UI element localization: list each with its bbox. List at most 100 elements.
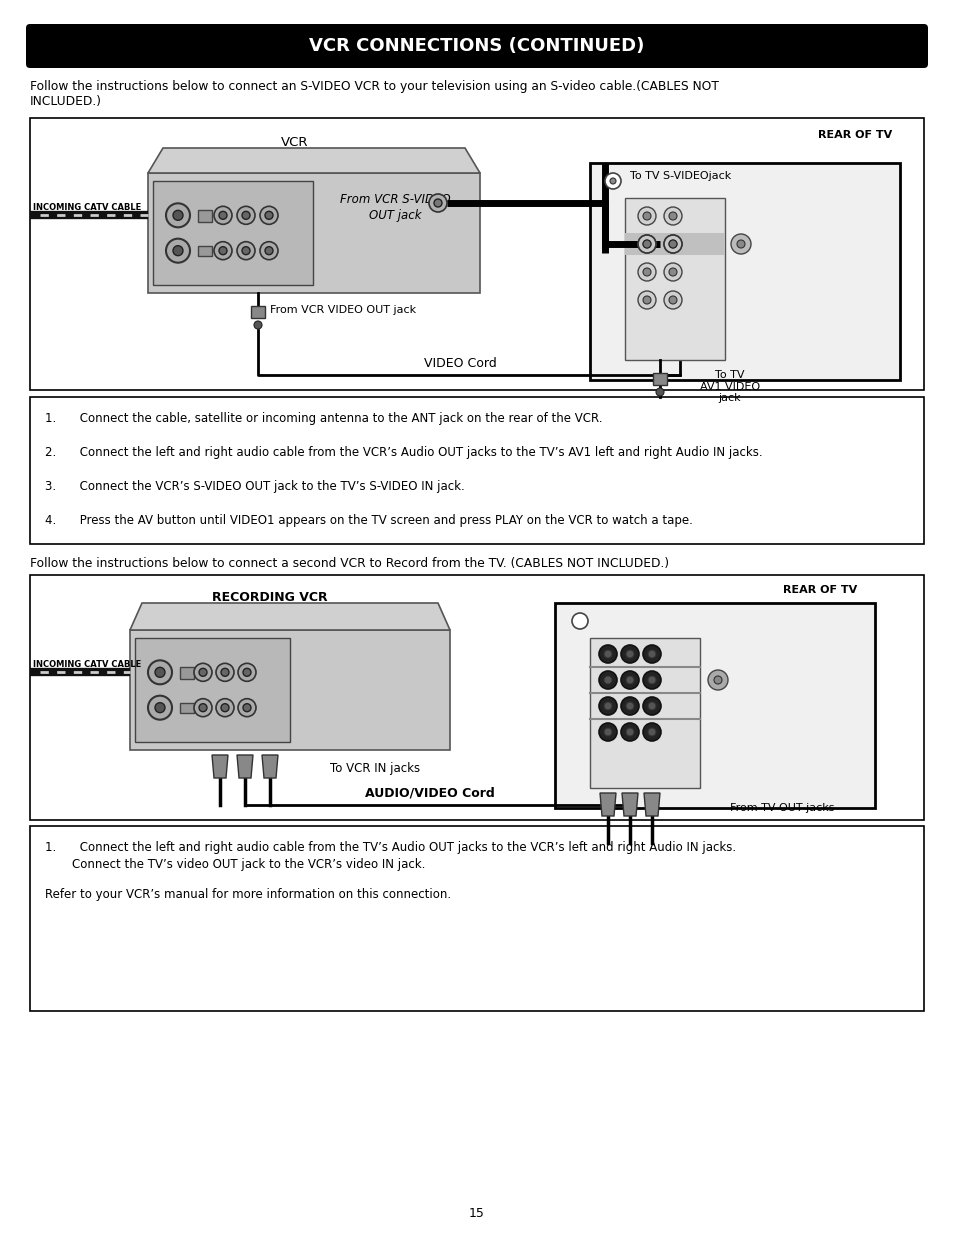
Text: From TV OUT jacks: From TV OUT jacks bbox=[729, 803, 834, 813]
Circle shape bbox=[647, 727, 656, 736]
Circle shape bbox=[243, 704, 251, 711]
Text: VIDEO Cord: VIDEO Cord bbox=[423, 357, 496, 370]
Circle shape bbox=[572, 613, 587, 629]
Polygon shape bbox=[599, 793, 616, 816]
Circle shape bbox=[172, 246, 183, 256]
Text: 15: 15 bbox=[469, 1207, 484, 1220]
Bar bbox=[251, 306, 265, 317]
Circle shape bbox=[603, 650, 612, 658]
Circle shape bbox=[215, 663, 233, 682]
Text: From VCR S-VIDEO: From VCR S-VIDEO bbox=[339, 193, 450, 206]
Circle shape bbox=[668, 268, 677, 275]
Circle shape bbox=[668, 240, 677, 248]
Text: 1.  Connect the cable, satellite or incoming antenna to the ANT jack on the rear: 1. Connect the cable, satellite or incom… bbox=[45, 412, 602, 425]
Circle shape bbox=[620, 722, 639, 741]
Circle shape bbox=[242, 211, 250, 220]
Circle shape bbox=[199, 668, 207, 677]
Circle shape bbox=[663, 263, 681, 282]
Circle shape bbox=[642, 645, 660, 663]
Circle shape bbox=[237, 663, 255, 682]
Circle shape bbox=[603, 727, 612, 736]
Circle shape bbox=[166, 204, 190, 227]
Circle shape bbox=[668, 296, 677, 304]
Text: 2.  Connect the left and right audio cable from the VCR’s Audio OUT jacks to the: 2. Connect the left and right audio cabl… bbox=[45, 446, 761, 459]
Bar bbox=[555, 603, 874, 808]
Circle shape bbox=[154, 703, 165, 713]
Circle shape bbox=[148, 661, 172, 684]
Circle shape bbox=[642, 240, 650, 248]
Circle shape bbox=[638, 291, 656, 309]
Text: To VCR IN jacks: To VCR IN jacks bbox=[330, 762, 419, 776]
Bar bbox=[624, 233, 724, 254]
Polygon shape bbox=[130, 603, 450, 630]
Circle shape bbox=[598, 697, 617, 715]
FancyBboxPatch shape bbox=[26, 23, 927, 68]
Text: Connect the TV’s video OUT jack to the VCR’s video IN jack.: Connect the TV’s video OUT jack to the V… bbox=[71, 858, 425, 871]
Text: 4.  Press the AV button until VIDEO1 appears on the TV screen and press PLAY on : 4. Press the AV button until VIDEO1 appe… bbox=[45, 514, 692, 527]
Circle shape bbox=[253, 321, 262, 329]
Bar bbox=[589, 163, 899, 380]
Circle shape bbox=[663, 235, 681, 253]
Bar bbox=[135, 638, 290, 742]
Circle shape bbox=[638, 235, 656, 253]
Polygon shape bbox=[262, 755, 277, 778]
Circle shape bbox=[434, 199, 441, 207]
Circle shape bbox=[236, 206, 254, 225]
Text: REAR OF TV: REAR OF TV bbox=[782, 585, 856, 595]
Circle shape bbox=[713, 676, 721, 684]
Circle shape bbox=[193, 663, 212, 682]
Bar bbox=[652, 373, 666, 385]
Circle shape bbox=[625, 701, 634, 710]
Text: OUT jack: OUT jack bbox=[369, 209, 421, 222]
Text: 1.  Connect the left and right audio cable from the TV’s Audio OUT jacks to the : 1. Connect the left and right audio cabl… bbox=[45, 841, 736, 853]
Text: VCR CONNECTIONS (CONTINUED): VCR CONNECTIONS (CONTINUED) bbox=[309, 37, 644, 56]
Text: From VCR VIDEO OUT jack: From VCR VIDEO OUT jack bbox=[270, 305, 416, 315]
Circle shape bbox=[221, 668, 229, 677]
Circle shape bbox=[620, 645, 639, 663]
Circle shape bbox=[598, 645, 617, 663]
Circle shape bbox=[642, 722, 660, 741]
Polygon shape bbox=[148, 148, 479, 173]
Bar bbox=[180, 703, 193, 713]
Circle shape bbox=[603, 701, 612, 710]
Circle shape bbox=[647, 676, 656, 684]
Bar bbox=[180, 667, 193, 679]
Circle shape bbox=[236, 242, 254, 259]
Circle shape bbox=[620, 671, 639, 689]
Circle shape bbox=[260, 206, 277, 225]
Text: To TV S-VIDEOjack: To TV S-VIDEOjack bbox=[629, 170, 731, 182]
Circle shape bbox=[642, 240, 650, 248]
Circle shape bbox=[668, 212, 677, 220]
Circle shape bbox=[707, 671, 727, 690]
Bar bbox=[130, 630, 450, 750]
Bar bbox=[624, 198, 724, 359]
Circle shape bbox=[237, 699, 255, 716]
Text: To TV
AV1 VIDEO
jack: To TV AV1 VIDEO jack bbox=[700, 370, 760, 403]
Circle shape bbox=[221, 704, 229, 711]
Text: Follow the instructions below to connect a second VCR to Record from the TV. (CA: Follow the instructions below to connect… bbox=[30, 557, 668, 571]
Circle shape bbox=[642, 296, 650, 304]
Circle shape bbox=[243, 668, 251, 677]
Text: INCOMING CATV CABLE: INCOMING CATV CABLE bbox=[33, 204, 141, 212]
Circle shape bbox=[620, 697, 639, 715]
Polygon shape bbox=[212, 755, 228, 778]
Circle shape bbox=[260, 242, 277, 259]
Circle shape bbox=[166, 238, 190, 263]
Circle shape bbox=[172, 210, 183, 220]
Bar bbox=[589, 638, 700, 788]
Text: VCR: VCR bbox=[281, 136, 309, 149]
Circle shape bbox=[638, 207, 656, 225]
Polygon shape bbox=[643, 793, 659, 816]
Bar bbox=[30, 119, 923, 390]
Bar bbox=[198, 246, 212, 256]
Bar bbox=[30, 576, 923, 820]
Polygon shape bbox=[621, 793, 638, 816]
Bar bbox=[30, 396, 923, 543]
Bar bbox=[152, 182, 313, 285]
Circle shape bbox=[730, 233, 750, 254]
Circle shape bbox=[647, 650, 656, 658]
Polygon shape bbox=[236, 755, 253, 778]
Circle shape bbox=[642, 268, 650, 275]
Circle shape bbox=[642, 212, 650, 220]
Circle shape bbox=[625, 650, 634, 658]
